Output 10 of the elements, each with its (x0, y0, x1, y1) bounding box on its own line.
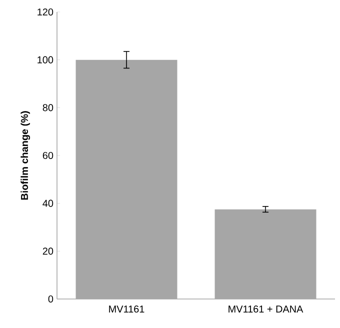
y-tick-label: 100 (38, 56, 54, 64)
x-tick-label: MV1161 + DANA (228, 306, 304, 313)
y-tick-label: 0 (48, 295, 54, 303)
x-tick-label: MV1161 (109, 306, 144, 313)
y-tick-label: 20 (42, 248, 54, 255)
y-tick-label: 120 (38, 8, 54, 16)
y-tick-label: 80 (42, 104, 54, 112)
y-axis-title: Biofilm change (%) (20, 111, 30, 200)
y-tick-label: 40 (42, 200, 54, 207)
y-tick-label: 60 (42, 152, 54, 160)
